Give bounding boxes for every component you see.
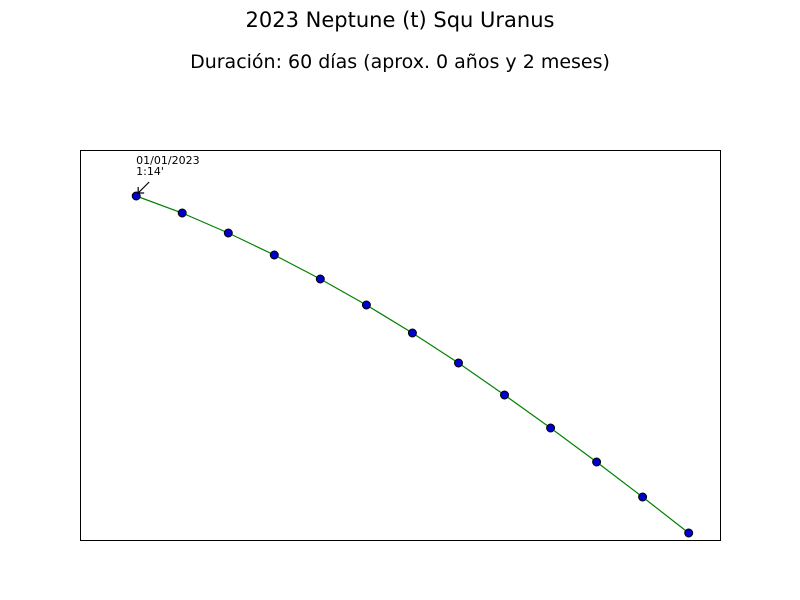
- annotation-orb-label: 1:14': [136, 165, 164, 178]
- annotation-date-label: 01/01/2023: [136, 154, 199, 167]
- data-point: [500, 390, 509, 400]
- annotation: 01/01/2023 1:14': [136, 154, 200, 194]
- data-point: [592, 457, 602, 467]
- data-point: [684, 528, 694, 538]
- data-point: [223, 228, 233, 238]
- chart-title: 2023 Neptune (t) Squ Uranus: [245, 8, 555, 32]
- annotation-arrowhead: [137, 187, 145, 194]
- data-point: [315, 274, 325, 284]
- data-point: [407, 328, 417, 338]
- series-line: [135, 195, 690, 534]
- axes-frame: [80, 150, 721, 541]
- annotation-arrow: [137, 181, 150, 194]
- data-point: [638, 492, 648, 502]
- chart-subtitle: Duración: 60 días (aprox. 0 años y 2 mes…: [190, 51, 610, 73]
- data-point: [269, 250, 279, 260]
- series-layer: [131, 191, 694, 538]
- data-point: [131, 191, 141, 201]
- data-point: [177, 208, 187, 218]
- data-point: [454, 358, 463, 368]
- data-point: [361, 300, 371, 310]
- data-point: [546, 423, 556, 433]
